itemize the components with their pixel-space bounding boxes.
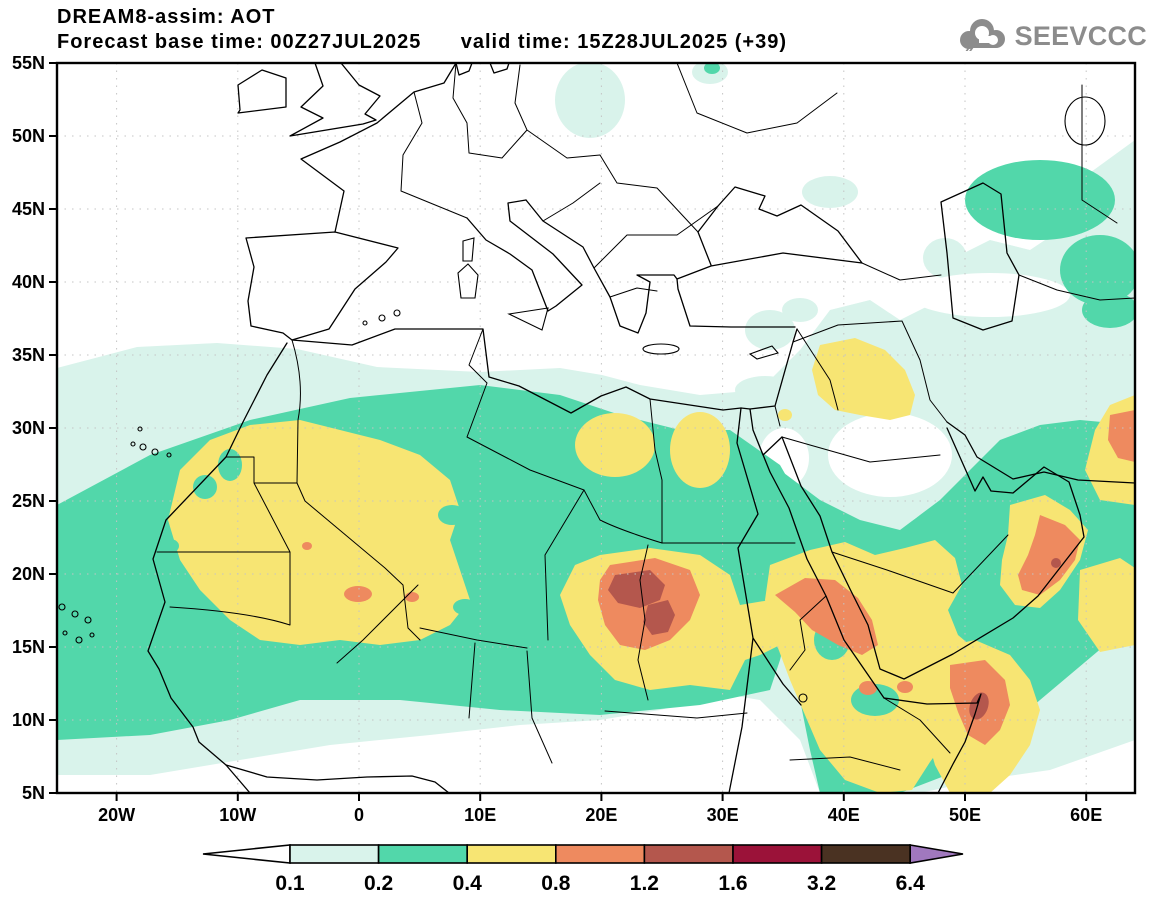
- x-tick-label: 10E: [464, 805, 496, 825]
- colorbar-label: 0.2: [364, 872, 393, 895]
- y-tick-label: 50N: [12, 126, 45, 146]
- colorbar-below-arrow: [203, 845, 290, 863]
- x-tick-label: 30E: [707, 805, 739, 825]
- y-tick-label: 5N: [22, 783, 45, 803]
- axes-overlay: 20W 10W 0 10E 20E 30E 40E 50E 60E 55N 50N 45N 40N 35N…: [0, 0, 1165, 905]
- x-tick-label: 0: [354, 805, 364, 825]
- colorbar-label: 6.4: [896, 872, 926, 895]
- y-tick-label: 40N: [12, 272, 45, 292]
- colorbar-label: 0.1: [275, 872, 305, 895]
- x-tick-label: 40E: [828, 805, 860, 825]
- colorbar-label: 0.4: [453, 872, 483, 895]
- x-tick-label: 20W: [98, 805, 135, 825]
- y-tick-label: 25N: [12, 491, 45, 511]
- axis-tick-labels: 20W 10W 0 10E 20E 30E 40E 50E 60E 55N 50N 45N 40N 35N…: [12, 53, 1102, 825]
- y-tick-label: 30N: [12, 418, 45, 438]
- colorbar-segment: [290, 845, 379, 863]
- y-tick-label: 15N: [12, 637, 45, 657]
- colorbar-segment: [379, 845, 468, 863]
- x-tick-label: 50E: [949, 805, 981, 825]
- colorbar-label: 1.6: [718, 872, 747, 895]
- x-tick-label: 10W: [219, 805, 256, 825]
- map-frame: [57, 63, 1135, 793]
- y-tick-label: 20N: [12, 564, 45, 584]
- colorbar-label: 3.2: [807, 872, 836, 895]
- y-tick-label: 35N: [12, 345, 45, 365]
- colorbar-segment: [733, 845, 822, 863]
- y-tick-label: 55N: [12, 53, 45, 73]
- y-tick-label: 45N: [12, 199, 45, 219]
- colorbar-label: 0.8: [541, 872, 571, 895]
- colorbar-segment: [822, 845, 911, 863]
- y-tick-label: 10N: [12, 710, 45, 730]
- aot-colorbar-legend: 0.1 0.2 0.4 0.8 1.2 1.6 3.2 6.4: [203, 845, 963, 895]
- colorbar-above-arrow: [910, 845, 963, 863]
- colorbar-segment: [644, 845, 733, 863]
- colorbar-segment: [467, 845, 556, 863]
- axis-tick-marks: [49, 63, 1086, 801]
- x-tick-label: 60E: [1070, 805, 1102, 825]
- colorbar-segment: [556, 845, 645, 863]
- x-tick-label: 20E: [585, 805, 617, 825]
- forecast-map-page: DREAM8-assim: AOT Forecast base time: 00…: [0, 0, 1165, 905]
- colorbar-label: 1.2: [630, 872, 659, 895]
